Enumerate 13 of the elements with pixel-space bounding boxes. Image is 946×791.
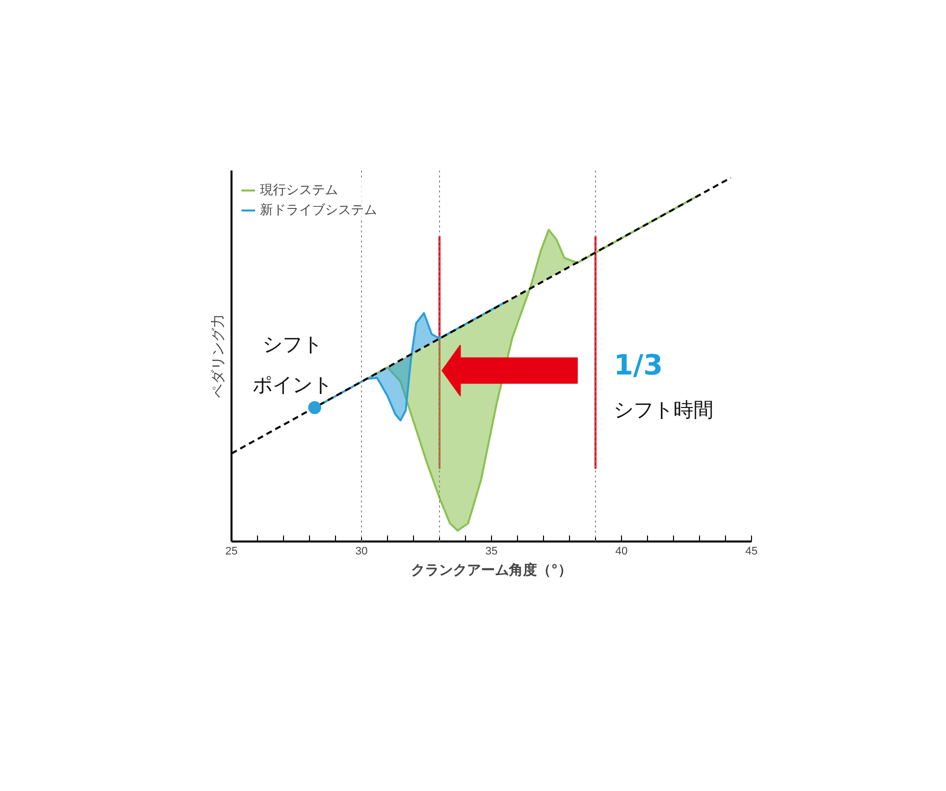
x-tick-label: 45 [745,546,758,558]
legend-label: 新ドライブシステム [260,202,377,219]
x-tick-label: 40 [615,546,628,558]
annotation: ポイント [252,372,332,397]
x-tick-label: 35 [485,546,498,558]
x-tick-label: 30 [355,546,368,558]
annotation: 1/3 [614,348,663,382]
legend-label: 現行システム [260,182,338,199]
annotation: シフト時間 [614,397,714,422]
x-tick-label: 25 [225,546,238,558]
x-axis-title: クランクアーム角度（°） [411,562,572,578]
annotation: シフト [262,332,323,356]
y-axis-title: ペダリング力 [210,314,226,398]
